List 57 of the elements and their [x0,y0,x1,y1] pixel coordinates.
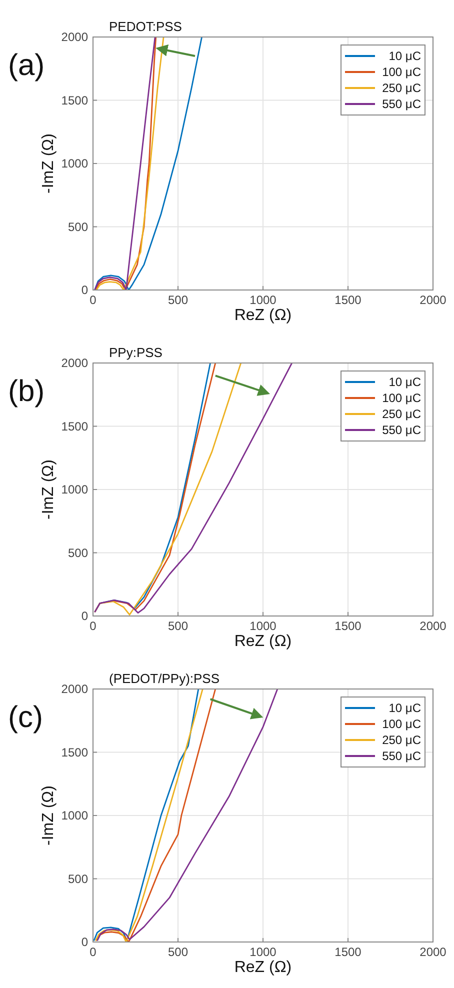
legend-label: 100 μC [382,65,422,79]
y-tick-label: 2000 [61,30,88,44]
y-tick-label: 500 [68,220,88,234]
y-tick-label: 500 [68,872,88,886]
x-tick-label: 2000 [420,619,447,633]
legend-label: 100 μC [382,391,422,405]
y-tick-label: 500 [68,546,88,560]
x-tick-label: 2000 [420,293,447,307]
legend-label: 100 μC [382,717,422,731]
legend-label: 250 μC [382,81,422,95]
x-tick-label: 1500 [334,945,362,959]
y-tick-label: 0 [81,935,88,949]
x-tick-label: 500 [168,293,188,307]
x-tick-label: 1000 [250,293,277,307]
y-tick-label: 2000 [61,356,88,370]
y-tick-label: 1000 [61,808,88,822]
x-tick-label: 1000 [250,619,277,633]
y-axis-title: -ImZ (Ω) [40,786,57,846]
legend-label: 10 μC [388,701,422,715]
legend-label: 250 μC [382,733,422,747]
line-series [94,37,202,290]
y-tick-label: 0 [81,283,88,297]
x-tick-label: 1000 [250,945,277,959]
legend-label: 550 μC [382,97,422,111]
legend-label: 550 μC [382,749,422,763]
y-tick-label: 2000 [61,682,88,696]
x-tick-label: 2000 [420,945,447,959]
text: (a) [8,49,45,82]
chart-title: PEDOT:PSS [109,19,182,34]
y-tick-label: 1500 [61,419,88,434]
x-tick-label: 0 [90,619,97,633]
y-axis-title: -ImZ (Ω) [40,134,57,194]
y-tick-label: 1000 [61,156,88,170]
text: (c) [8,701,43,734]
x-axis-title: ReZ (Ω) [234,633,292,650]
x-tick-label: 500 [168,945,188,959]
legend-label: 10 μC [388,49,422,63]
x-tick-label: 0 [90,945,97,959]
legend-label: 10 μC [388,375,422,389]
text: (b) [8,375,45,408]
chart-title: (PEDOT/PPy):PSS [109,671,220,686]
x-axis-title: ReZ (Ω) [234,959,292,976]
legend-label: 550 μC [382,423,422,437]
x-tick-label: 1500 [334,619,362,633]
x-tick-label: 500 [168,619,188,633]
y-tick-label: 1500 [61,93,88,108]
x-axis-title: ReZ (Ω) [234,307,292,324]
x-tick-label: 1500 [334,293,362,307]
legend-label: 250 μC [382,407,422,421]
chart-title: PPy:PSS [109,345,163,360]
y-tick-label: 0 [81,609,88,623]
y-axis-title: -ImZ (Ω) [40,460,57,520]
line-series [94,363,293,614]
x-tick-label: 0 [90,293,97,307]
y-tick-label: 1000 [61,482,88,496]
y-tick-label: 1500 [61,745,88,760]
line-series [96,689,278,942]
